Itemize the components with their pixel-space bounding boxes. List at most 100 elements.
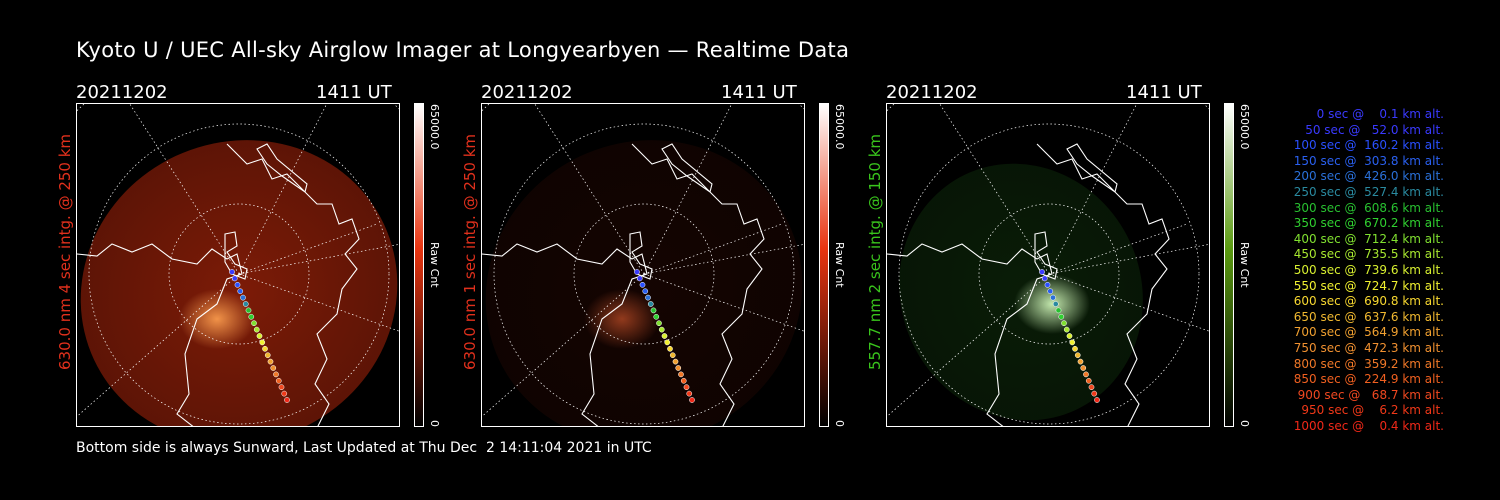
trajectory-point	[653, 313, 660, 320]
coastline	[482, 143, 765, 426]
legend-row: 300 sec @ 608.6 km alt.	[1289, 200, 1444, 215]
panel-time: 1411 UT	[316, 82, 392, 103]
trajectory-point	[264, 352, 271, 359]
trajectory-legend: 0 sec @ 0.1 km alt. 50 sec @ 52.0 km alt…	[1258, 107, 1444, 434]
colorbar	[819, 103, 829, 427]
latitude-circle	[573, 203, 715, 345]
longitude-line	[129, 104, 240, 275]
legend-row: 900 sec @ 68.7 km alt.	[1293, 387, 1444, 402]
legend-row: 100 sec @ 160.2 km alt.	[1289, 138, 1444, 153]
trajectory-point	[1094, 397, 1100, 403]
sky-svg	[482, 104, 804, 426]
trajectory-point	[1091, 390, 1098, 397]
longitude-line	[643, 223, 783, 275]
longitude-line	[238, 223, 378, 275]
sky-image[interactable]	[76, 103, 400, 427]
trajectory-point	[650, 307, 657, 314]
trajectory-point	[1063, 326, 1070, 333]
trajectory-point	[634, 269, 640, 275]
legend-row: 350 sec @ 670.2 km alt.	[1289, 216, 1444, 231]
trajectory-point	[645, 294, 651, 301]
trajectory-point	[284, 397, 290, 403]
latitude-circle	[978, 203, 1120, 345]
trajectory-point	[1058, 313, 1065, 320]
panel-time: 1411 UT	[1126, 82, 1202, 103]
trajectory-point	[267, 358, 274, 365]
colorbar	[1224, 103, 1234, 427]
trajectory-point	[664, 339, 671, 346]
longitude-line	[1048, 273, 1209, 332]
legend-row: 850 sec @ 224.9 km alt.	[1289, 372, 1444, 387]
trajectory-point	[278, 384, 285, 391]
footer-status: Bottom side is always Sunward, Last Upda…	[76, 440, 652, 456]
trajectory-point	[1077, 358, 1084, 365]
legend-row: 1000 sec @ 0.4 km alt.	[1293, 418, 1444, 433]
latitude-circle	[168, 203, 310, 345]
trajectory-point	[689, 397, 695, 403]
trajectory-point	[686, 390, 693, 397]
trajectory-point	[683, 384, 690, 391]
panel-date: 20211202	[76, 82, 168, 103]
coastline	[887, 143, 1170, 426]
trajectory-point	[1074, 352, 1081, 359]
latitude-circle	[88, 123, 390, 425]
trajectory-point	[231, 275, 238, 282]
trajectory-point	[669, 352, 676, 359]
longitude-line	[1048, 244, 1209, 275]
legend-row: 500 sec @ 739.6 km alt.	[1289, 262, 1444, 277]
latitude-circle	[898, 123, 1200, 425]
trajectory-point	[275, 377, 282, 384]
legend-row: 700 sec @ 564.9 km alt.	[1289, 325, 1444, 340]
sky-image[interactable]	[481, 103, 805, 427]
sky-svg	[77, 104, 399, 426]
longitude-line	[77, 273, 240, 417]
trajectory-point	[256, 333, 263, 339]
sky-svg	[887, 104, 1209, 426]
trajectory-point	[636, 275, 643, 282]
longitude-line	[238, 244, 399, 275]
trajectory-point	[642, 288, 649, 295]
legend-row: 800 sec @ 359.2 km alt.	[1289, 356, 1444, 371]
aurora-bright-spot	[1014, 274, 1090, 334]
trajectory-point	[1050, 294, 1056, 301]
trajectory-point	[1085, 377, 1092, 384]
trajectory-point	[1083, 371, 1089, 378]
trajectory-point	[237, 288, 244, 295]
page-title: Kyoto U / UEC All-sky Airglow Imager at …	[76, 38, 850, 62]
airglow-region	[899, 163, 1143, 421]
legend-row: 150 sec @ 303.8 km alt.	[1289, 153, 1444, 168]
trajectory-point	[1066, 333, 1073, 339]
trajectory-point	[248, 313, 255, 320]
colorbar	[414, 103, 424, 427]
trajectory-point	[1072, 345, 1078, 352]
legend-row: 250 sec @ 527.4 km alt.	[1289, 184, 1444, 199]
panel-wavelength-label: 557.7 nm 2 sec intg. @ 150 km	[866, 133, 884, 370]
panel-time: 1411 UT	[721, 82, 797, 103]
colorbar-max: 65000.0	[428, 104, 441, 150]
sky-image[interactable]	[886, 103, 1210, 427]
trajectory-point	[639, 281, 646, 288]
trajectory-point	[259, 339, 266, 346]
trajectory-point	[234, 281, 241, 288]
trajectory-point	[245, 307, 252, 314]
trajectory-point	[667, 345, 673, 352]
trajectory-point	[1088, 384, 1095, 391]
legend-row: 400 sec @ 712.4 km alt.	[1289, 231, 1444, 246]
panel-wavelength-label: 630.0 nm 4 sec intg. @ 250 km	[56, 133, 74, 370]
panel-wavelength-label: 630.0 nm 1 sec intg. @ 250 km	[461, 133, 479, 370]
trajectory-point	[656, 320, 662, 327]
trajectory-point	[262, 345, 268, 352]
coastline	[77, 143, 360, 426]
trajectory-point	[1069, 339, 1076, 346]
trajectory-point	[273, 371, 279, 378]
longitude-line	[238, 273, 399, 332]
legend-row: 950 sec @ 6.2 km alt.	[1297, 403, 1444, 418]
colorbar-unit: Raw Cnt	[428, 242, 441, 288]
trajectory-point	[1061, 320, 1067, 327]
legend-row: 650 sec @ 637.6 km alt.	[1289, 309, 1444, 324]
colorbar-unit: Raw Cnt	[833, 242, 846, 288]
trajectory-point	[675, 365, 682, 371]
trajectory-point	[661, 333, 668, 339]
colorbar-min: 0	[1238, 420, 1251, 427]
aurora-bright-spot	[179, 289, 255, 349]
